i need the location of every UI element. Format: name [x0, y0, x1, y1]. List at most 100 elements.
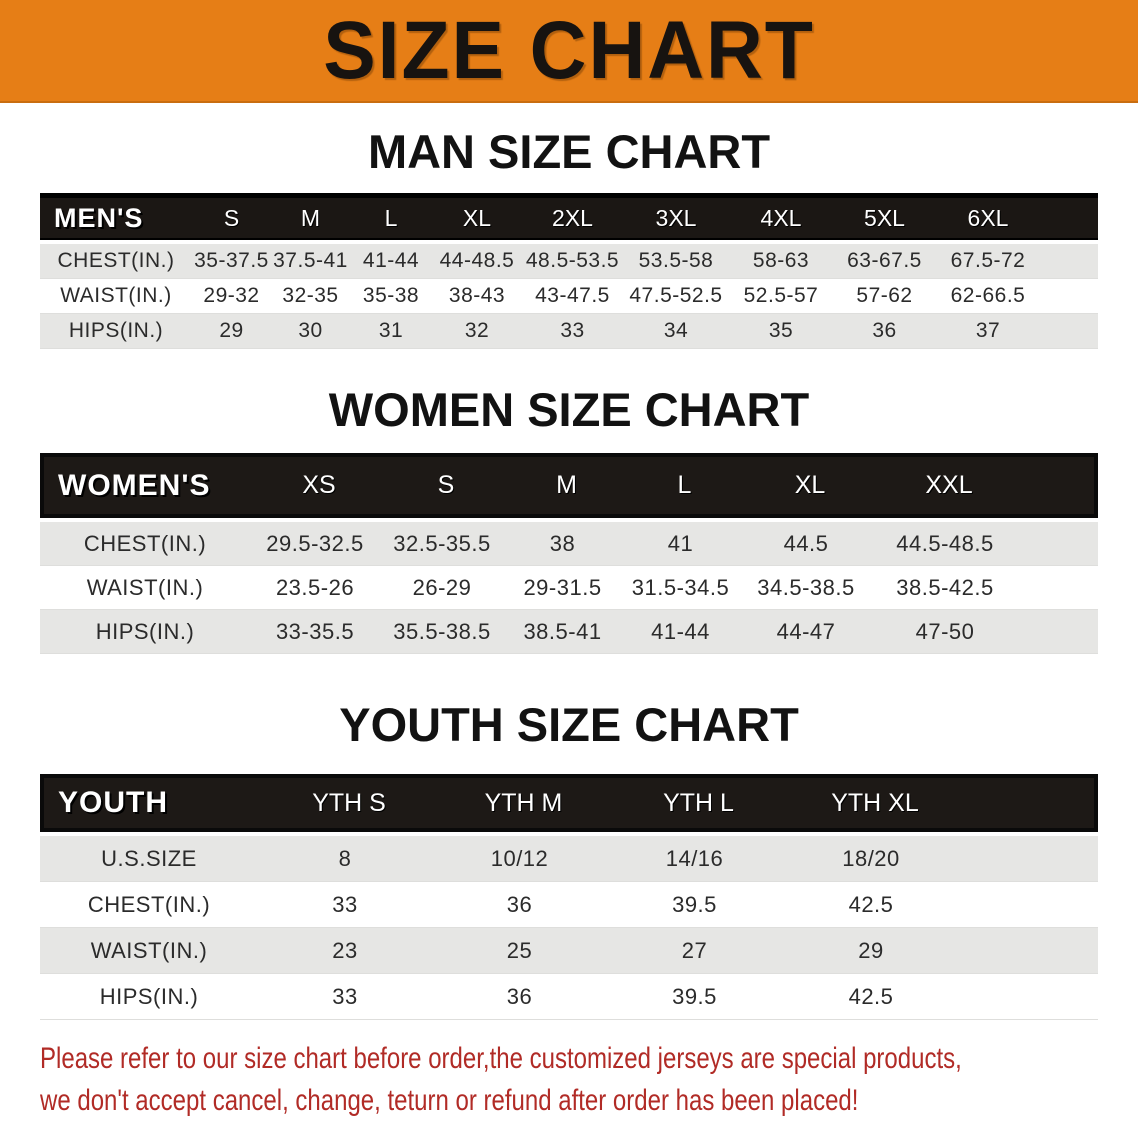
men-value-cell-0-1: 37.5-41 [273, 249, 348, 272]
men-row-label-0: CHEST(IN.) [57, 249, 175, 272]
men-value-cell-1-4: 43-47.5 [535, 284, 610, 307]
men-value-cell-2-2: 31 [378, 319, 404, 342]
men-header-size-1: M [300, 204, 321, 231]
men-table-row-2: HIPS(IN.) 29 30 31 32 33 34 35 36 37 [40, 314, 1098, 349]
women-value-cell-1-1: 26-29 [412, 574, 472, 600]
men-value-cell-0-3: 44-48.5 [439, 249, 515, 272]
men-value-cell-1-8: 62-66.5 [950, 284, 1026, 307]
men-value-cell-0-5: 53.5-58 [638, 249, 714, 272]
youth-value-cell-2-1: 25 [506, 937, 533, 963]
women-value-cell-1-0: 23.5-26 [275, 574, 355, 600]
men-table-header-row: MEN'S S M L XL 2XL 3XL 4XL 5XL 6XL [40, 193, 1098, 240]
men-value-cell-2-6: 35 [768, 319, 794, 342]
women-value-cell-0-3: 41 [667, 530, 694, 556]
youth-header-label: YOUTH [58, 786, 168, 819]
youth-row-label-2: WAIST(IN.) [90, 937, 208, 963]
men-header-size-4: 2XL [552, 204, 593, 231]
youth-table-header-row: YOUTH YTH S YTH M YTH L YTH XL [40, 774, 1098, 832]
men-value-cell-0-2: 41-44 [362, 249, 420, 272]
women-value-cell-0-1: 32.5-35.5 [393, 530, 491, 556]
women-value-cell-1-4: 34.5-38.5 [757, 574, 855, 600]
men-value-cell-1-7: 57-62 [856, 284, 913, 307]
women-header-size-5: XXL [925, 471, 973, 499]
men-value-cell-0-0: 35-37.5 [194, 249, 269, 272]
women-value-cell-0-5: 44.5-48.5 [896, 530, 994, 556]
women-table-row-2: HIPS(IN.) 33-35.5 35.5-38.5 38.5-41 41-44 44-… [40, 610, 1098, 654]
men-value-cell-2-1: 30 [298, 319, 323, 342]
men-size-table: MEN'S S M L XL 2XL 3XL 4XL 5XL 6XL CHEST(IN.) 35-37… [40, 193, 1098, 349]
youth-table-row-0: U.S.SIZE 8 10/12 14/16 18/20 [40, 836, 1098, 882]
men-table-row-0: CHEST(IN.) 35-37.5 37.5-41 41-44 44-48.5 48.5… [40, 244, 1098, 279]
youth-row-label-1: CHEST(IN.) [87, 891, 211, 917]
men-row-label-2: HIPS(IN.) [68, 319, 164, 342]
men-row-label-1: WAIST(IN.) [60, 284, 172, 307]
women-table-row-0: CHEST(IN.) 29.5-32.5 32.5-35.5 38 41 44.5 44.5… [40, 522, 1098, 566]
women-row-label-0: CHEST(IN.) [83, 530, 207, 556]
youth-value-cell-0-3: 18/20 [842, 845, 900, 871]
banner-title: SIZE CHART [323, 4, 815, 96]
women-value-cell-2-3: 41-44 [651, 618, 710, 644]
youth-header-size-0: YTH S [312, 788, 386, 817]
men-value-cell-2-7: 36 [872, 319, 897, 342]
men-header-size-7: 5XL [864, 204, 905, 231]
women-value-cell-2-1: 35.5-38.5 [393, 618, 491, 644]
men-header-size-2: L [384, 204, 398, 231]
youth-value-cell-2-3: 29 [858, 937, 884, 963]
youth-value-cell-0-1: 10/12 [490, 845, 549, 871]
women-value-cell-1-5: 38.5-42.5 [896, 574, 994, 600]
youth-size-table: YOUTH YTH S YTH M YTH L YTH XL U.S.SIZE 8 10/12… [40, 774, 1098, 1020]
youth-value-cell-3-0: 33 [332, 983, 358, 1009]
youth-value-cell-2-2: 27 [681, 937, 708, 963]
youth-value-cell-1-0: 33 [332, 891, 358, 917]
youth-value-cell-0-0: 8 [338, 845, 352, 871]
youth-header-size-1: YTH M [484, 788, 563, 817]
footer-line-1: Please refer to our size chart before or… [40, 1042, 962, 1075]
women-header-size-2: M [556, 471, 577, 499]
men-header-size-3: XL [462, 204, 492, 231]
youth-row-label-3: HIPS(IN.) [99, 983, 199, 1009]
men-header-label: MEN'S [54, 202, 144, 233]
women-header-size-0: XS [302, 471, 336, 499]
women-header-size-1: S [437, 471, 455, 499]
youth-value-cell-0-2: 14/16 [665, 845, 724, 871]
women-value-cell-0-0: 29.5-32.5 [266, 530, 364, 556]
men-value-cell-1-5: 47.5-52.5 [629, 284, 723, 307]
men-value-cell-1-6: 52.5-57 [743, 284, 819, 307]
women-header-size-4: XL [794, 471, 826, 499]
footer-note: Please refer to our size chart before or… [0, 1038, 1138, 1122]
youth-section-title: YOUTH SIZE CHART [339, 698, 799, 751]
youth-value-cell-2-0: 23 [332, 937, 358, 963]
youth-value-cell-3-2: 39.5 [672, 983, 717, 1009]
men-value-cell-2-4: 33 [560, 319, 585, 342]
men-value-cell-0-7: 63-67.5 [847, 249, 922, 272]
men-value-cell-1-2: 35-38 [362, 284, 420, 307]
women-value-cell-1-2: 29-31.5 [523, 574, 602, 600]
men-header-size-0: S [223, 204, 240, 231]
men-table-row-1: WAIST(IN.) 29-32 32-35 35-38 38-43 43-47.5 47.… [40, 279, 1098, 314]
men-size-section: MAN SIZE CHART MEN'S S M L XL 2XL 3XL 4XL 5XL 6XL… [0, 125, 1138, 349]
men-value-cell-2-3: 32 [464, 319, 490, 342]
men-value-cell-0-6: 58-63 [752, 249, 810, 272]
youth-table-row-2: WAIST(IN.) 23 25 27 29 [40, 928, 1098, 974]
men-value-cell-0-4: 48.5-53.5 [525, 249, 620, 272]
youth-value-cell-1-1: 36 [506, 891, 533, 917]
women-header-label: WOMEN'S [58, 468, 211, 502]
women-size-section: WOMEN SIZE CHART WOMEN'S XS S M L XL XXL CHEST(… [0, 383, 1138, 654]
men-value-cell-2-0: 29 [219, 319, 244, 342]
banner: SIZE CHART [0, 0, 1138, 103]
men-value-cell-1-1: 32-35 [282, 284, 339, 307]
youth-row-label-0: U.S.SIZE [101, 845, 197, 871]
women-row-label-1: WAIST(IN.) [86, 574, 204, 600]
women-value-cell-0-2: 38 [549, 530, 576, 556]
women-value-cell-2-4: 44-47 [776, 618, 836, 644]
women-value-cell-2-5: 47-50 [915, 618, 975, 644]
women-value-cell-1-3: 31.5-34.5 [631, 574, 730, 600]
youth-header-size-3: YTH XL [831, 788, 919, 817]
women-value-cell-2-0: 33-35.5 [275, 618, 355, 644]
women-value-cell-2-2: 38.5-41 [523, 618, 602, 644]
men-value-cell-2-5: 34 [663, 319, 689, 342]
women-value-cell-0-4: 44.5 [783, 530, 829, 556]
women-section-title: WOMEN SIZE CHART [328, 383, 810, 436]
men-value-cell-1-0: 29-32 [203, 284, 260, 307]
men-header-size-5: 3XL [655, 204, 697, 231]
